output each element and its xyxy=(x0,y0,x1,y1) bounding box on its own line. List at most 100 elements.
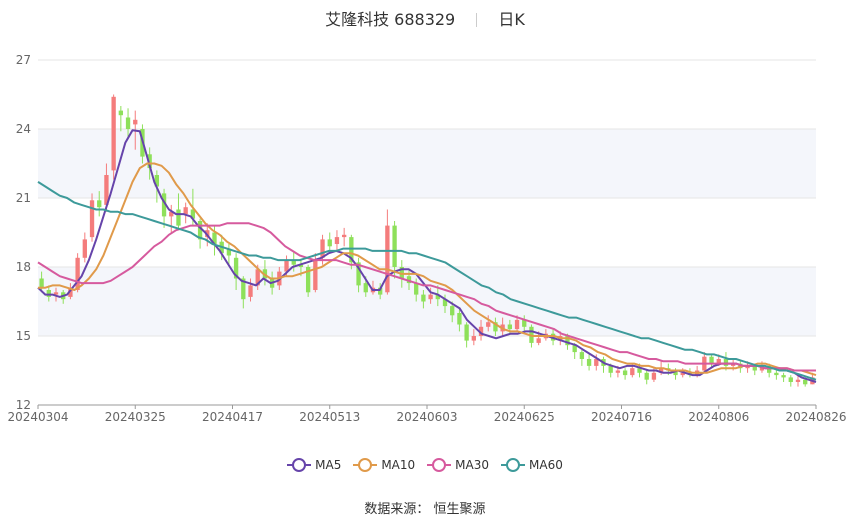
candle-body xyxy=(341,234,347,238)
candle-body xyxy=(457,313,462,325)
candle-body xyxy=(774,372,779,376)
candle-body xyxy=(803,379,808,385)
candle-body xyxy=(161,193,167,217)
x-tick-label: 20240806 xyxy=(688,410,749,424)
candle-body xyxy=(111,96,116,171)
candle-body xyxy=(183,207,188,215)
x-tick-label: 20240826 xyxy=(785,410,846,424)
candle-body xyxy=(334,237,340,244)
title-separator xyxy=(476,13,478,27)
candle-body xyxy=(630,368,635,376)
candle-body xyxy=(565,336,570,346)
legend-label: MA10 xyxy=(381,458,416,472)
chart-legend: MA5 MA10 MA30 MA60 xyxy=(0,458,850,475)
candle-body xyxy=(226,248,232,256)
candle-body xyxy=(313,260,318,290)
x-tick-label: 20240625 xyxy=(494,410,555,424)
candle-body xyxy=(788,377,793,382)
candle-body xyxy=(522,319,527,327)
candle-body xyxy=(356,262,361,286)
legend-item-ma30[interactable]: MA30 xyxy=(427,458,489,472)
candle-body xyxy=(233,257,239,279)
candle-body xyxy=(212,232,217,244)
candle-body xyxy=(579,352,585,359)
series-line-ma30 xyxy=(37,222,816,372)
candle-body xyxy=(197,221,203,240)
series-line-ma60 xyxy=(37,181,817,381)
candle-body xyxy=(450,306,455,316)
candle-body xyxy=(680,372,685,376)
candle-body xyxy=(385,225,390,293)
candle-body xyxy=(104,175,109,205)
chart-title: 艾隆科技 688329 xyxy=(325,10,456,29)
candle-body xyxy=(586,359,592,366)
grid-band xyxy=(38,129,816,198)
candle-body xyxy=(284,260,289,272)
legend-label: MA30 xyxy=(455,458,490,472)
candle-body xyxy=(478,326,484,336)
candle-body xyxy=(716,359,721,364)
candle-body xyxy=(176,209,181,226)
candle-body xyxy=(406,276,412,284)
chart-period: 日K xyxy=(498,10,525,29)
candle-body xyxy=(349,237,354,263)
y-tick-label: 18 xyxy=(16,260,31,274)
candle-body xyxy=(305,267,311,293)
candle-body xyxy=(536,338,541,343)
legend-item-ma60[interactable]: MA60 xyxy=(501,458,563,472)
candle-body xyxy=(644,372,649,380)
candle-body xyxy=(118,110,124,116)
candle-body xyxy=(514,319,520,330)
x-tick-label: 20240603 xyxy=(396,410,457,424)
candle-body xyxy=(363,283,368,293)
chart-header: 艾隆科技 688329 日K xyxy=(0,6,850,30)
candle-body xyxy=(421,294,426,302)
candle-body xyxy=(97,200,102,208)
candle-body xyxy=(651,372,657,380)
candle-body xyxy=(608,365,613,373)
candle-body xyxy=(68,287,73,297)
y-tick-label: 21 xyxy=(16,191,31,205)
x-tick-label: 20240716 xyxy=(591,410,652,424)
candle-body xyxy=(133,119,138,125)
candle-body xyxy=(53,292,59,295)
data-source: 数据来源： 恒生聚源 xyxy=(364,502,486,517)
y-tick-label: 12 xyxy=(16,398,31,412)
candle-body xyxy=(493,322,498,332)
legend-item-ma5[interactable]: MA5 xyxy=(287,458,341,472)
candle-body xyxy=(169,211,174,217)
candle-body xyxy=(709,356,714,364)
series-line-ma10 xyxy=(38,162,817,377)
legend-swatch xyxy=(501,458,526,472)
candle-body xyxy=(730,363,736,366)
candle-body xyxy=(241,278,246,300)
candle-body xyxy=(781,375,786,378)
candle-body xyxy=(190,209,196,219)
candle-body xyxy=(255,269,260,286)
candle-body xyxy=(723,359,729,366)
legend-swatch xyxy=(287,458,312,472)
candle-body xyxy=(428,294,433,300)
candle-body xyxy=(752,365,757,371)
candle-body xyxy=(392,225,397,267)
legend-item-ma10[interactable]: MA10 xyxy=(353,458,415,472)
legend-swatch xyxy=(353,458,378,472)
candle-body xyxy=(435,294,440,300)
legend-label: MA60 xyxy=(529,458,563,472)
legend-swatch xyxy=(427,458,452,472)
candle-body xyxy=(572,345,577,353)
y-tick-label: 27 xyxy=(16,53,31,67)
candle-body xyxy=(89,200,95,238)
candle-body xyxy=(147,154,152,169)
x-tick-label: 20240417 xyxy=(202,410,263,424)
legend-label: MA5 xyxy=(315,458,342,472)
candle-body xyxy=(39,278,44,288)
candle-body xyxy=(464,324,469,341)
candle-body xyxy=(298,264,304,267)
candle-body xyxy=(767,365,772,373)
candle-body xyxy=(46,290,51,297)
candle-body xyxy=(320,239,325,258)
candle-body xyxy=(745,365,750,369)
candle-body xyxy=(75,257,80,290)
